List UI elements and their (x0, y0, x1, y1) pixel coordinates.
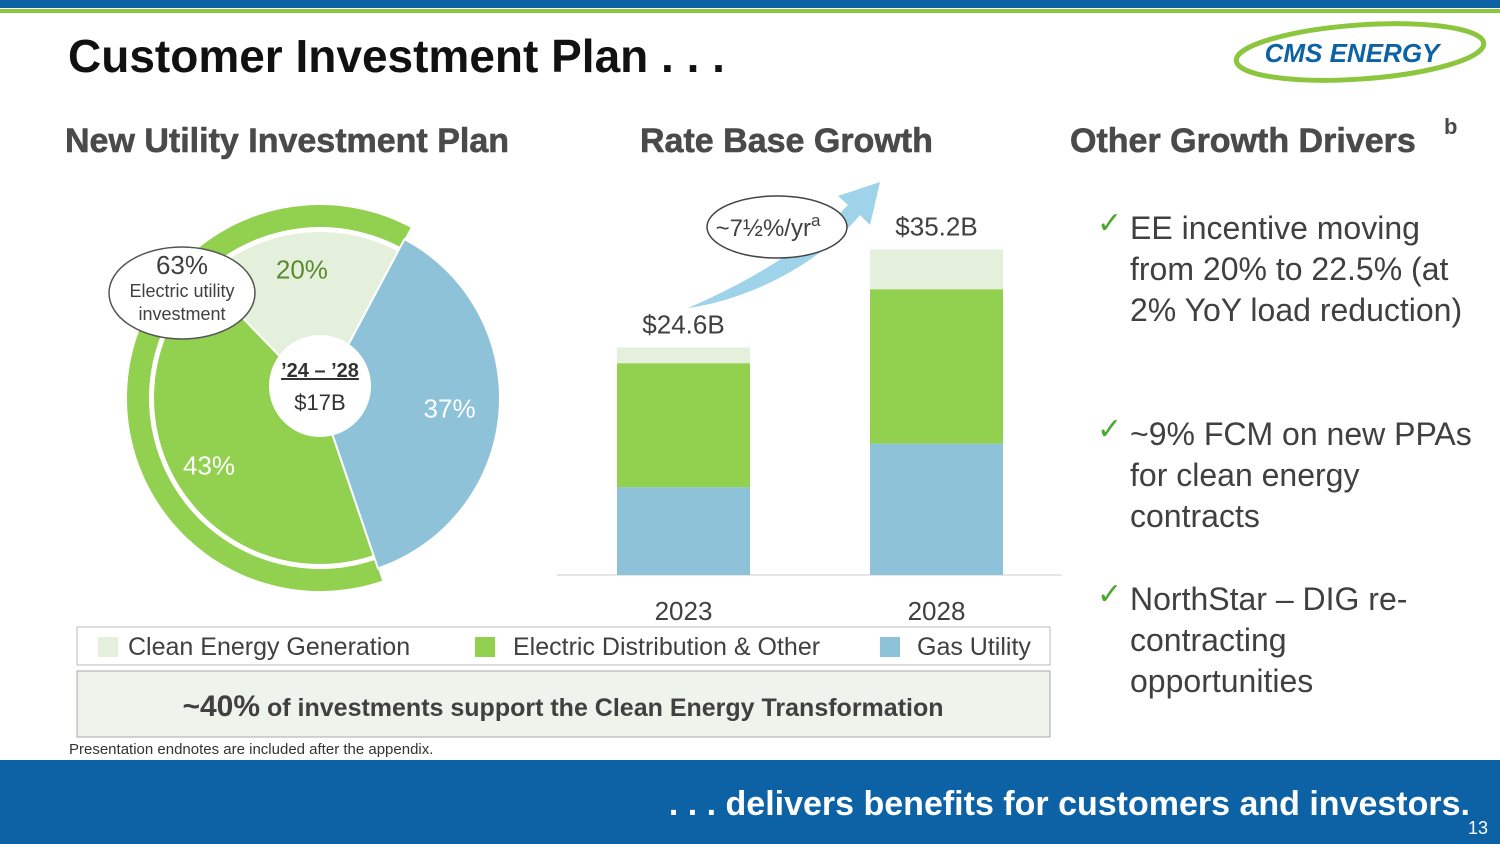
section-title: New Utility Investment Plan (65, 122, 509, 160)
logo: CMS ENERGY (1265, 38, 1442, 68)
legend-label: Electric Distribution & Other (513, 633, 820, 661)
bar-segment (617, 487, 750, 575)
section-title: Rate Base Growth (640, 122, 933, 160)
bar-chart: $24.6B 2023 $35.2B 2028 ~7½%/yra (557, 182, 1062, 626)
bar-segment (870, 289, 1003, 444)
total-label: $24.6B (642, 309, 724, 339)
legend-swatch (880, 637, 900, 657)
slice-label: 20% (276, 254, 328, 284)
center-text: $17B (294, 390, 345, 415)
annotation-bubble (706, 195, 848, 259)
x-tick-label: 2028 (908, 596, 966, 626)
slice-label: 37% (424, 393, 476, 423)
pie-slice (318, 237, 501, 570)
check-icon: ✓ (1097, 207, 1123, 240)
slide-title: Customer Investment Plan . . . (68, 30, 725, 82)
pie-chart: 20% 43% 37% ’24 – ’28 $17B 63% (108, 205, 501, 591)
footnote-marker: b (1444, 114, 1457, 139)
legend-label: Gas Utility (917, 633, 1031, 661)
pie-center (269, 335, 371, 437)
legend-swatch (98, 637, 118, 657)
bullet: ~9% FCM on new PPAs for clean energy con… (1130, 416, 1472, 534)
check-icon: ✓ (1097, 413, 1123, 446)
total-label: $35.2B (895, 211, 977, 241)
tagline: . . . delivers benefits for customers an… (669, 785, 1470, 823)
footer-band (0, 760, 1500, 844)
callout-bubble (108, 246, 256, 340)
bar-segment (617, 347, 750, 364)
bar-segment (617, 363, 750, 488)
footnote: Presentation endnotes are included after… (69, 741, 433, 758)
bar-segment (870, 443, 1003, 575)
banner-text: of investments support the Clean Energy … (267, 694, 944, 722)
banner-emphasis: ~40% (182, 690, 260, 723)
legend-label: Clean Energy Generation (128, 633, 410, 661)
center-title: ’24 – ’28 (281, 360, 359, 382)
annotation-note: a (811, 211, 821, 230)
x-tick-label: 2023 (655, 596, 713, 626)
growth-arrow (688, 182, 880, 308)
section-title: Other Growth Drivers (1070, 122, 1416, 160)
bar-segment (870, 249, 1003, 290)
page-number: 13 (1468, 818, 1488, 838)
callout-value: 63% (156, 250, 208, 280)
bullet: NorthStar – DIG re-contracting opportuni… (1130, 581, 1408, 699)
banner-box (76, 670, 1051, 738)
legend-swatch (475, 637, 495, 657)
top-bar (0, 0, 1500, 8)
bullet: EE incentive moving from 20% to 22.5% (a… (1130, 210, 1463, 328)
logo-swoosh (1233, 21, 1487, 83)
callout-text: Electric utility investment (129, 281, 235, 324)
banner: ~40% of investments support the Clean En… (182, 690, 943, 723)
annotation-text: ~7½%/yr (716, 215, 811, 242)
check-icon: ✓ (1097, 578, 1123, 611)
legend: Clean Energy Generation Electric Distribu… (98, 633, 1031, 661)
slice-label: 43% (183, 451, 235, 481)
annotation: ~7½%/yra (716, 211, 821, 242)
top-stripe (0, 9, 1500, 13)
